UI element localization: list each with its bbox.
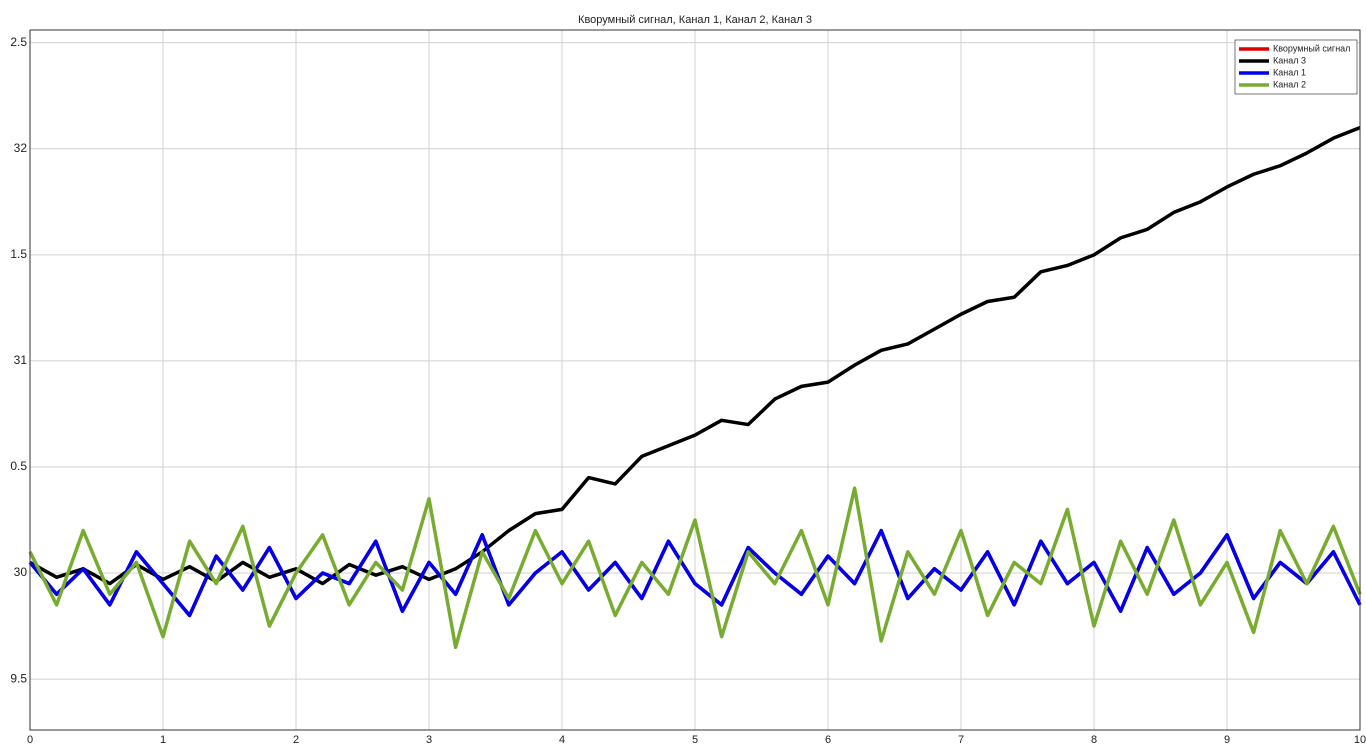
x-tick-label: 1: [160, 734, 166, 745]
series-line: [28, 486, 1362, 650]
y-tick-label: 30: [14, 565, 28, 579]
legend-label: Канал 2: [1273, 79, 1306, 89]
series-line: [28, 528, 1362, 618]
legend-label: Канал 3: [1273, 55, 1306, 65]
x-tick-label: 5: [692, 734, 698, 745]
x-tick-label: 9: [1224, 734, 1230, 745]
y-tick-label: 31: [14, 353, 28, 367]
chart-title: Кворумный сигнал, Канал 1, Канал 2, Кана…: [578, 14, 812, 26]
y-tick-label: 1.5: [10, 247, 27, 261]
x-tick-label: 0: [27, 734, 33, 745]
y-tick-label: 9.5: [10, 671, 27, 685]
y-tick-label: 32: [14, 141, 28, 155]
x-tick-label: 8: [1091, 734, 1097, 745]
x-tick-label: 4: [559, 734, 565, 745]
legend-label: Кворумный сигнал: [1273, 43, 1350, 53]
legend-label: Канал 1: [1273, 67, 1306, 77]
x-tick-label: 3: [426, 734, 432, 745]
x-tick-label: 7: [958, 734, 964, 745]
y-tick-label: 0.5: [10, 459, 27, 473]
y-tick-label: 2.5: [10, 35, 27, 49]
series-line: [29, 125, 1361, 586]
x-tick-label: 2: [293, 734, 299, 745]
x-tick-label: 6: [825, 734, 831, 745]
x-tick-label: 10: [1354, 734, 1366, 745]
plot-border: [29, 29, 1361, 731]
